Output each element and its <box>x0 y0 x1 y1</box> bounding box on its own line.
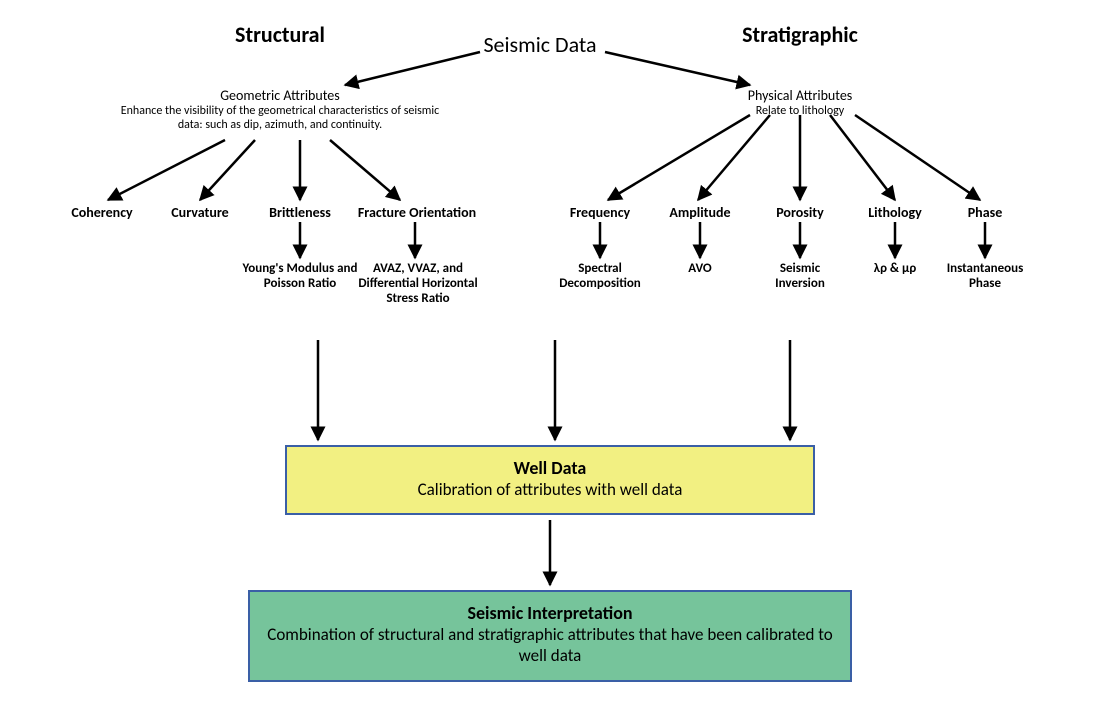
deriv-youngs: Young's Modulus and Poisson Ratio <box>240 262 360 292</box>
attr-coherency: Coherency <box>52 205 152 221</box>
diagram-stage: Structural Stratigraphic Seismic Data Ge… <box>0 0 1100 720</box>
physical-desc: Relate to lithology <box>700 105 900 119</box>
interp-subtitle: Combination of structural and stratigrap… <box>262 624 838 666</box>
box-seismic-interpretation: Seismic Interpretation Combination of st… <box>248 590 852 682</box>
deriv-instphase: Instantaneous Phase <box>930 262 1040 292</box>
attr-frequency: Frequency <box>555 205 645 221</box>
interp-title: Seismic Interpretation <box>262 602 838 624</box>
header-structural: Structural <box>180 22 380 47</box>
deriv-spectral: Spectral Decomposition <box>540 262 660 292</box>
attr-lithology: Lithology <box>850 205 940 221</box>
attr-amplitude: Amplitude <box>655 205 745 221</box>
physical-title: Physical Attributes <box>700 88 900 104</box>
geometric-desc: Enhance the visibility of the geometrica… <box>110 105 450 133</box>
deriv-avo: AVO <box>670 262 730 277</box>
deriv-lambdamu: λρ & μρ <box>855 262 935 277</box>
deriv-avaz: AVAZ, VVAZ, and Differential Horizontal … <box>358 262 478 307</box>
attr-fracture-orientation: Fracture Orientation <box>342 205 492 221</box>
box-well-data: Well Data Calibration of attributes with… <box>285 445 815 515</box>
attr-porosity: Porosity <box>760 205 840 221</box>
attr-curvature: Curvature <box>155 205 245 221</box>
attr-phase: Phase <box>950 205 1020 221</box>
header-stratigraphic: Stratigraphic <box>700 22 900 47</box>
deriv-seisinv: Seismic Inversion <box>760 262 840 292</box>
geometric-title: Geometric Attributes <box>180 88 380 104</box>
attr-brittleness: Brittleness <box>255 205 345 221</box>
root-seismic-data: Seismic Data <box>440 32 640 57</box>
well-subtitle: Calibration of attributes with well data <box>299 479 801 500</box>
well-title: Well Data <box>299 457 801 479</box>
